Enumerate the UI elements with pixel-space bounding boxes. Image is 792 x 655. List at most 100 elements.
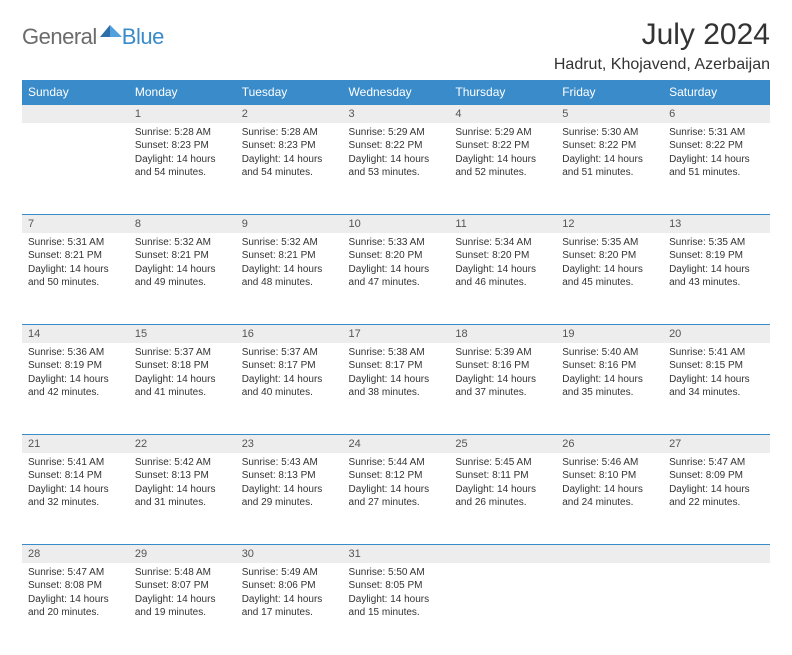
daylight-line: Daylight: 14 hours and 47 minutes. [349, 263, 444, 290]
daylight-line: Daylight: 14 hours and 34 minutes. [669, 373, 764, 400]
day-number-cell: 6 [663, 105, 770, 123]
day-cell: Sunrise: 5:37 AMSunset: 8:17 PMDaylight:… [236, 343, 343, 435]
calendar-table: SundayMondayTuesdayWednesdayThursdayFrid… [22, 80, 770, 655]
daylight-line: Daylight: 14 hours and 51 minutes. [669, 153, 764, 180]
day-details: Sunrise: 5:31 AMSunset: 8:21 PMDaylight:… [22, 233, 129, 294]
sunset-line: Sunset: 8:23 PM [135, 139, 230, 153]
sunset-line: Sunset: 8:19 PM [669, 249, 764, 263]
day-number-row: 21222324252627 [22, 435, 770, 453]
day-content-row: Sunrise: 5:28 AMSunset: 8:23 PMDaylight:… [22, 123, 770, 215]
day-number-cell: 21 [22, 435, 129, 453]
day-details: Sunrise: 5:35 AMSunset: 8:19 PMDaylight:… [663, 233, 770, 294]
day-cell: Sunrise: 5:29 AMSunset: 8:22 PMDaylight:… [343, 123, 450, 215]
location-label: Hadrut, Khojavend, Azerbaijan [554, 56, 770, 74]
daylight-line: Daylight: 14 hours and 43 minutes. [669, 263, 764, 290]
day-details: Sunrise: 5:33 AMSunset: 8:20 PMDaylight:… [343, 233, 450, 294]
daylight-line: Daylight: 14 hours and 29 minutes. [242, 483, 337, 510]
day-number-cell: 16 [236, 325, 343, 343]
day-details: Sunrise: 5:41 AMSunset: 8:14 PMDaylight:… [22, 453, 129, 514]
day-number-cell: 9 [236, 215, 343, 233]
sunrise-line: Sunrise: 5:36 AM [28, 346, 123, 360]
sunrise-line: Sunrise: 5:32 AM [135, 236, 230, 250]
day-number-cell: 5 [556, 105, 663, 123]
sunrise-line: Sunrise: 5:31 AM [28, 236, 123, 250]
day-number-row: 28293031 [22, 545, 770, 563]
day-number-row: 14151617181920 [22, 325, 770, 343]
day-number-cell: 18 [449, 325, 556, 343]
day-details: Sunrise: 5:29 AMSunset: 8:22 PMDaylight:… [343, 123, 450, 184]
day-number-cell: 15 [129, 325, 236, 343]
day-details: Sunrise: 5:32 AMSunset: 8:21 PMDaylight:… [236, 233, 343, 294]
daylight-line: Daylight: 14 hours and 54 minutes. [242, 153, 337, 180]
day-cell: Sunrise: 5:31 AMSunset: 8:21 PMDaylight:… [22, 233, 129, 325]
day-number-cell: 25 [449, 435, 556, 453]
day-cell: Sunrise: 5:45 AMSunset: 8:11 PMDaylight:… [449, 453, 556, 545]
calendar-head: SundayMondayTuesdayWednesdayThursdayFrid… [22, 80, 770, 105]
sunset-line: Sunset: 8:22 PM [455, 139, 550, 153]
day-cell: Sunrise: 5:34 AMSunset: 8:20 PMDaylight:… [449, 233, 556, 325]
daylight-line: Daylight: 14 hours and 40 minutes. [242, 373, 337, 400]
day-number-cell: 14 [22, 325, 129, 343]
daylight-line: Daylight: 14 hours and 27 minutes. [349, 483, 444, 510]
daylight-line: Daylight: 14 hours and 53 minutes. [349, 153, 444, 180]
sunrise-line: Sunrise: 5:47 AM [669, 456, 764, 470]
day-details: Sunrise: 5:36 AMSunset: 8:19 PMDaylight:… [22, 343, 129, 404]
day-cell: Sunrise: 5:44 AMSunset: 8:12 PMDaylight:… [343, 453, 450, 545]
day-number-cell: 4 [449, 105, 556, 123]
day-number-cell: 28 [22, 545, 129, 563]
day-cell: Sunrise: 5:41 AMSunset: 8:14 PMDaylight:… [22, 453, 129, 545]
day-content-row: Sunrise: 5:36 AMSunset: 8:19 PMDaylight:… [22, 343, 770, 435]
daylight-line: Daylight: 14 hours and 54 minutes. [135, 153, 230, 180]
sunset-line: Sunset: 8:20 PM [349, 249, 444, 263]
sunrise-line: Sunrise: 5:29 AM [455, 126, 550, 140]
day-cell: Sunrise: 5:37 AMSunset: 8:18 PMDaylight:… [129, 343, 236, 435]
day-cell: Sunrise: 5:35 AMSunset: 8:19 PMDaylight:… [663, 233, 770, 325]
day-details: Sunrise: 5:32 AMSunset: 8:21 PMDaylight:… [129, 233, 236, 294]
day-cell [449, 563, 556, 655]
day-cell: Sunrise: 5:47 AMSunset: 8:09 PMDaylight:… [663, 453, 770, 545]
day-header: Tuesday [236, 80, 343, 105]
sunset-line: Sunset: 8:22 PM [562, 139, 657, 153]
day-details: Sunrise: 5:48 AMSunset: 8:07 PMDaylight:… [129, 563, 236, 624]
day-number-cell: 8 [129, 215, 236, 233]
sunrise-line: Sunrise: 5:34 AM [455, 236, 550, 250]
day-number-cell: 13 [663, 215, 770, 233]
day-number-cell: 23 [236, 435, 343, 453]
sunset-line: Sunset: 8:22 PM [669, 139, 764, 153]
day-cell: Sunrise: 5:30 AMSunset: 8:22 PMDaylight:… [556, 123, 663, 215]
sunset-line: Sunset: 8:16 PM [562, 359, 657, 373]
sunset-line: Sunset: 8:13 PM [135, 469, 230, 483]
day-details: Sunrise: 5:30 AMSunset: 8:22 PMDaylight:… [556, 123, 663, 184]
day-cell: Sunrise: 5:49 AMSunset: 8:06 PMDaylight:… [236, 563, 343, 655]
day-content-row: Sunrise: 5:31 AMSunset: 8:21 PM Daylight:… [22, 233, 770, 325]
day-details: Sunrise: 5:42 AMSunset: 8:13 PMDaylight:… [129, 453, 236, 514]
daylight-line: Daylight: 14 hours and 37 minutes. [455, 373, 550, 400]
daylight-line: Daylight: 14 hours and 42 minutes. [28, 373, 123, 400]
day-header: Sunday [22, 80, 129, 105]
day-cell: Sunrise: 5:38 AMSunset: 8:17 PMDaylight:… [343, 343, 450, 435]
day-details: Sunrise: 5:41 AMSunset: 8:15 PMDaylight:… [663, 343, 770, 404]
day-cell: Sunrise: 5:35 AMSunset: 8:20 PMDaylight:… [556, 233, 663, 325]
month-title: July 2024 [554, 18, 770, 52]
day-details: Sunrise: 5:31 AMSunset: 8:22 PMDaylight:… [663, 123, 770, 184]
day-details: Sunrise: 5:46 AMSunset: 8:10 PMDaylight:… [556, 453, 663, 514]
day-header: Wednesday [343, 80, 450, 105]
day-header: Friday [556, 80, 663, 105]
day-header: Monday [129, 80, 236, 105]
sunrise-line: Sunrise: 5:40 AM [562, 346, 657, 360]
day-number-cell [556, 545, 663, 563]
sunrise-line: Sunrise: 5:44 AM [349, 456, 444, 470]
day-number-cell: 27 [663, 435, 770, 453]
day-cell: Sunrise: 5:50 AMSunset: 8:05 PMDaylight:… [343, 563, 450, 655]
sunset-line: Sunset: 8:21 PM [28, 249, 123, 263]
day-number-cell: 30 [236, 545, 343, 563]
brand-part1: General [22, 24, 97, 50]
sunrise-line: Sunrise: 5:33 AM [349, 236, 444, 250]
daylight-line: Daylight: 14 hours and 24 minutes. [562, 483, 657, 510]
sunset-line: Sunset: 8:06 PM [242, 579, 337, 593]
day-details: Sunrise: 5:47 AMSunset: 8:09 PMDaylight:… [663, 453, 770, 514]
day-header-row: SundayMondayTuesdayWednesdayThursdayFrid… [22, 80, 770, 105]
sunrise-line: Sunrise: 5:47 AM [28, 566, 123, 580]
sunset-line: Sunset: 8:11 PM [455, 469, 550, 483]
day-number-row: 78910111213 [22, 215, 770, 233]
